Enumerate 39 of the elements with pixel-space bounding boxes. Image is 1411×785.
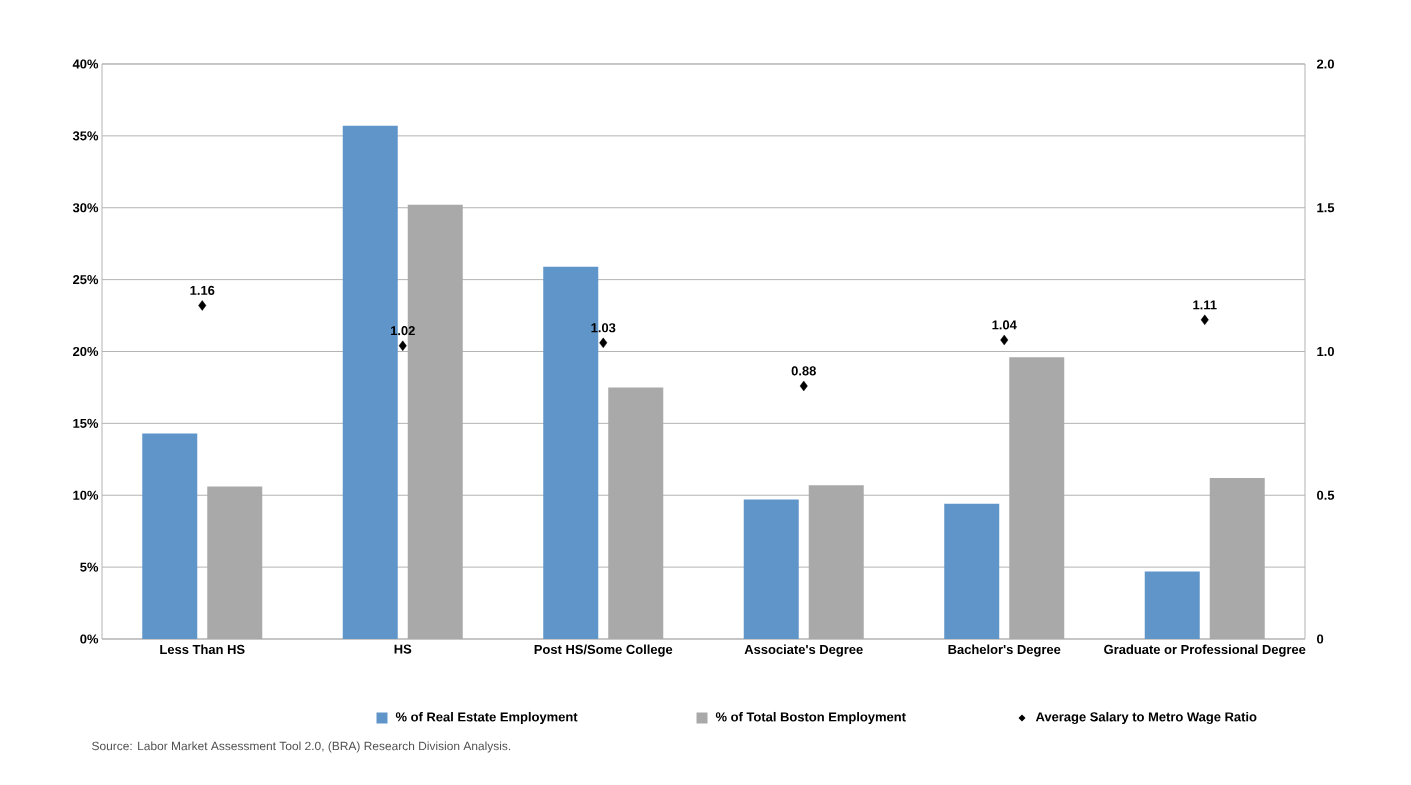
legend-label: Average Salary to Metro Wage Ratio	[1035, 711, 1257, 725]
bar	[944, 503, 1000, 639]
y-tick-label: 0%	[80, 634, 99, 644]
x-tick-label: Less Than HS	[160, 644, 245, 655]
x-tick-label: HS	[394, 644, 412, 654]
data-label: 1.11	[1193, 300, 1217, 310]
y2-tick-label: 1.5	[1317, 203, 1335, 213]
data-label: 1.04	[992, 320, 1017, 330]
data-label: 0.88	[791, 366, 816, 376]
legend-label: % of Real Estate Employment	[395, 711, 578, 725]
source-note: Source: Labor Market Assessment Tool 2.0, (BRA) Research Division Analysis.	[92, 741, 511, 753]
point	[799, 380, 808, 392]
legend-label: % of Total Boston Employment	[715, 711, 906, 725]
y2-tick-label: 0	[1317, 634, 1324, 644]
y2-tick-label: 1.0	[1317, 346, 1334, 357]
bar	[743, 499, 799, 639]
y-tick-label: 40%	[72, 59, 99, 69]
y2-tick-label: 2.0	[1316, 59, 1334, 69]
y-tick-label: 30%	[72, 203, 99, 213]
y-tick-label: 35%	[72, 131, 99, 141]
bar	[1144, 571, 1200, 639]
data-label: 1.16	[190, 285, 215, 295]
point	[1200, 314, 1209, 326]
point	[1000, 334, 1009, 346]
x-tick-label: Graduate or Professional Degree	[1104, 644, 1306, 657]
y-tick-label: 25%	[73, 275, 99, 285]
x-tick-label: Associate's Degree	[744, 644, 863, 657]
y-tick-label: 15%	[73, 418, 99, 428]
y2-tick-label: 0.5	[1317, 490, 1335, 500]
point	[198, 300, 207, 311]
data-label: 1.02	[390, 326, 415, 336]
bar	[142, 433, 198, 639]
x-tick-label: Post HS/Some College	[534, 644, 673, 657]
point	[398, 340, 407, 351]
y-tick-label: 5%	[80, 562, 99, 572]
y-tick-label: 20%	[73, 346, 99, 357]
y-tick-label: 10%	[73, 490, 99, 500]
x-tick-label: Bachelor's Degree	[948, 644, 1061, 657]
point	[599, 337, 608, 349]
